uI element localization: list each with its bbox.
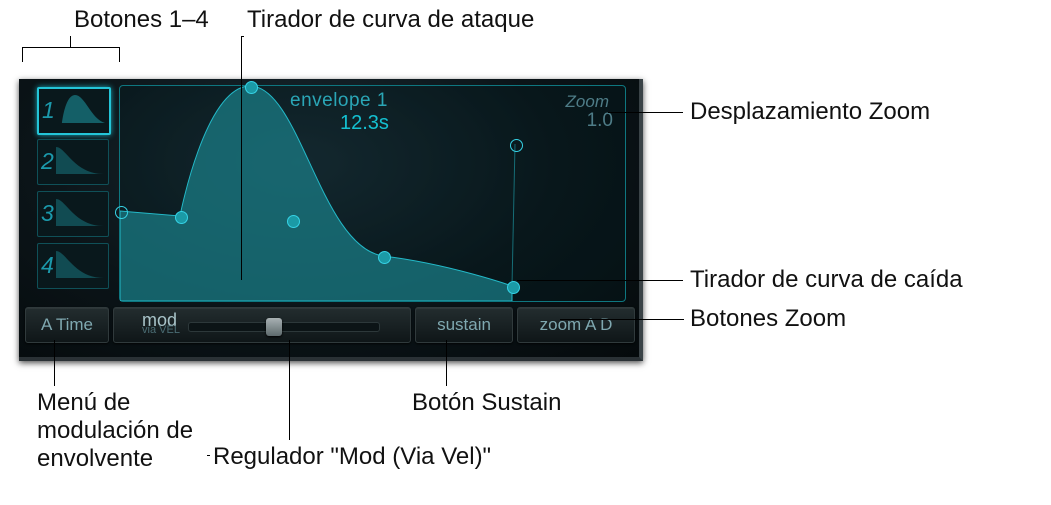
zoom-ad-label: zoom A D xyxy=(540,315,613,335)
envelope-point[interactable] xyxy=(115,206,128,219)
leader-zoom-disp xyxy=(608,112,683,113)
envelope-title: envelope 1 xyxy=(290,90,388,112)
callout-attack: Tirador de curva de ataque xyxy=(247,6,534,34)
a-time-label: A Time xyxy=(41,315,93,335)
a-time-menu[interactable]: A Time xyxy=(25,307,109,343)
sustain-label: sustain xyxy=(437,315,491,335)
thumb-number: 4 xyxy=(41,252,54,279)
callout-zoom-btns: Botones Zoom xyxy=(690,305,846,333)
callout-zoom-disp: Desplazamiento Zoom xyxy=(690,98,930,126)
mod-slider-knob[interactable] xyxy=(266,318,282,336)
env-thumb-3[interactable]: 3 xyxy=(37,191,109,237)
thumb-number: 2 xyxy=(41,148,54,175)
bracket-buttons14 xyxy=(22,47,120,62)
env-thumb-4[interactable]: 4 xyxy=(37,243,109,289)
leader-attack-tick xyxy=(241,36,244,37)
env-thumb-1[interactable]: 1 xyxy=(37,87,111,135)
leader-attack-vert xyxy=(241,36,242,280)
envelope-point[interactable] xyxy=(510,139,523,152)
leader-buttons14 xyxy=(70,36,71,47)
zoom-ad-button[interactable]: zoom A D xyxy=(517,307,635,343)
bottom-bar: A Time mod via VEL sustain zoom A D xyxy=(25,307,635,349)
zoom-caption: Zoom xyxy=(566,92,609,112)
thumb-shape-4 xyxy=(56,248,104,284)
thumb-number: 3 xyxy=(41,200,54,227)
mod-slider-label: mod via VEL xyxy=(140,314,180,337)
leader-modslider-tick xyxy=(207,455,210,456)
callout-fall: Tirador de curva de caída xyxy=(690,266,963,294)
zoom-value[interactable]: 1.0 xyxy=(587,110,613,132)
envelope-point[interactable] xyxy=(245,81,258,94)
thumb-shape-1 xyxy=(57,93,105,129)
envelope-point[interactable] xyxy=(378,251,391,264)
leader-zoom-btns xyxy=(560,319,684,320)
sustain-button[interactable]: sustain xyxy=(415,307,513,343)
leader-fall xyxy=(517,280,683,281)
device-panel: 1 2 3 4 envelope 1 12.3s Zoom 1.0 xyxy=(19,79,643,361)
mod-sub-text: via VEL xyxy=(142,324,180,337)
envelope-point[interactable] xyxy=(507,281,520,294)
mod-slider-box: mod via VEL xyxy=(113,307,411,343)
env-thumb-2[interactable]: 2 xyxy=(37,139,109,185)
envelope-point[interactable] xyxy=(175,211,188,224)
leader-sustain xyxy=(446,340,447,386)
envelope-time: 12.3s xyxy=(340,112,389,135)
thumb-shape-3 xyxy=(56,196,104,232)
mod-slider-track[interactable] xyxy=(188,322,380,332)
envelope-point[interactable] xyxy=(287,215,300,228)
callout-sustain: Botón Sustain xyxy=(412,389,561,417)
callout-modslider: Regulador "Mod (Via Vel)" xyxy=(213,443,491,471)
thumb-shape-2 xyxy=(56,144,104,180)
envelope-display[interactable]: envelope 1 12.3s Zoom 1.0 xyxy=(119,85,626,302)
leader-modslider-vert xyxy=(289,340,290,440)
callout-env-menu: Menú de modulación de envolvente xyxy=(37,389,193,473)
thumb-number: 1 xyxy=(42,97,55,124)
leader-envmenu xyxy=(54,340,55,386)
callout-buttons14: Botones 1–4 xyxy=(74,6,209,34)
